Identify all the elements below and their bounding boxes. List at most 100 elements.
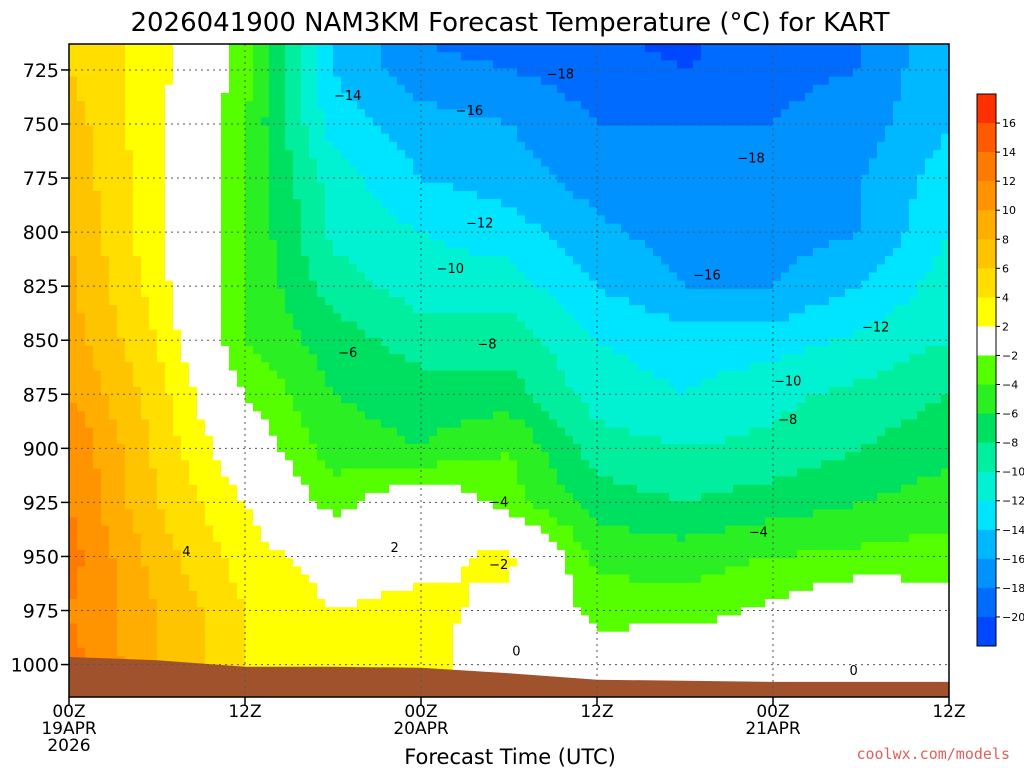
field-cell: [813, 362, 822, 372]
field-cell: [541, 386, 550, 396]
field-cell: [293, 239, 302, 249]
field-cell: [165, 248, 174, 257]
field-cell: [397, 288, 406, 298]
field-cell: [565, 329, 574, 339]
field-cell: [405, 231, 414, 241]
field-cell: [541, 92, 550, 102]
field-cell: [637, 370, 646, 380]
field-cell: [933, 44, 942, 53]
field-cell: [501, 329, 510, 339]
field-cell: [565, 215, 574, 225]
field-cell: [77, 394, 86, 404]
field-cell: [533, 92, 542, 102]
field-cell: [181, 141, 190, 151]
field-cell: [277, 231, 286, 241]
field-cell: [469, 403, 478, 412]
field-cell: [885, 207, 894, 217]
field-cell: [653, 231, 662, 241]
field-cell: [93, 386, 102, 396]
field-cell: [581, 248, 590, 257]
field-cell: [165, 52, 174, 61]
field-cell: [261, 141, 270, 151]
field-cell: [413, 321, 422, 331]
field-cell: [445, 305, 454, 314]
field-cell: [933, 346, 942, 355]
field-cell: [253, 313, 262, 323]
field-cell: [941, 288, 950, 298]
field-cell: [429, 362, 438, 372]
field-cell: [493, 370, 502, 380]
field-cell: [141, 231, 150, 241]
field-cell: [77, 321, 86, 331]
field-cell: [389, 68, 398, 78]
field-cell: [397, 125, 406, 135]
field-cell: [877, 272, 886, 282]
field-cell: [669, 272, 678, 282]
field-cell: [613, 174, 622, 184]
field-cell: [773, 76, 782, 86]
field-cell: [325, 125, 334, 135]
field-cell: [525, 346, 534, 355]
field-cell: [421, 394, 430, 404]
field-cell: [893, 329, 902, 339]
field-cell: [389, 190, 398, 200]
field-cell: [597, 182, 606, 192]
field-cell: [877, 125, 886, 135]
field-cell: [669, 346, 678, 355]
field-cell: [453, 403, 462, 412]
field-cell: [173, 207, 182, 217]
field-cell: [717, 329, 726, 339]
field-cell: [893, 141, 902, 151]
field-cell: [741, 313, 750, 323]
field-cell: [293, 133, 302, 143]
field-cell: [533, 239, 542, 249]
field-cell: [573, 92, 582, 102]
field-cell: [245, 76, 254, 86]
field-cell: [197, 370, 206, 380]
field-cell: [477, 280, 486, 290]
field-cell: [277, 215, 286, 225]
field-cell: [429, 125, 438, 135]
field-cell: [685, 346, 694, 355]
field-cell: [117, 386, 126, 396]
field-cell: [437, 321, 446, 331]
field-cell: [349, 182, 358, 192]
field-cell: [125, 76, 134, 86]
field-cell: [381, 288, 390, 298]
field-cell: [237, 394, 246, 404]
field-cell: [541, 264, 550, 274]
field-cell: [941, 141, 950, 151]
field-cell: [781, 346, 790, 355]
field-cell: [517, 52, 526, 61]
field-cell: [821, 305, 830, 314]
field-cell: [845, 386, 854, 396]
field-cell: [165, 386, 174, 396]
field-cell: [85, 133, 94, 143]
field-cell: [525, 272, 534, 282]
field-cell: [757, 174, 766, 184]
field-cell: [837, 174, 846, 184]
field-cell: [181, 386, 190, 396]
field-cell: [685, 305, 694, 314]
field-cell: [357, 321, 366, 331]
field-cell: [333, 378, 342, 388]
field-cell: [133, 76, 142, 86]
field-cell: [133, 280, 142, 290]
field-cell: [741, 215, 750, 225]
field-cell: [805, 133, 814, 143]
field-cell: [269, 158, 278, 168]
field-cell: [77, 125, 86, 135]
field-cell: [901, 346, 910, 355]
field-cell: [365, 223, 374, 233]
field-cell: [453, 288, 462, 298]
field-cell: [709, 403, 718, 412]
field-cell: [245, 60, 254, 70]
field-cell: [557, 280, 566, 290]
field-cell: [285, 84, 294, 94]
field-cell: [757, 182, 766, 192]
field-cell: [653, 272, 662, 282]
field-cell: [261, 84, 270, 94]
field-cell: [853, 354, 862, 363]
field-cell: [349, 297, 358, 306]
field-cell: [757, 141, 766, 151]
